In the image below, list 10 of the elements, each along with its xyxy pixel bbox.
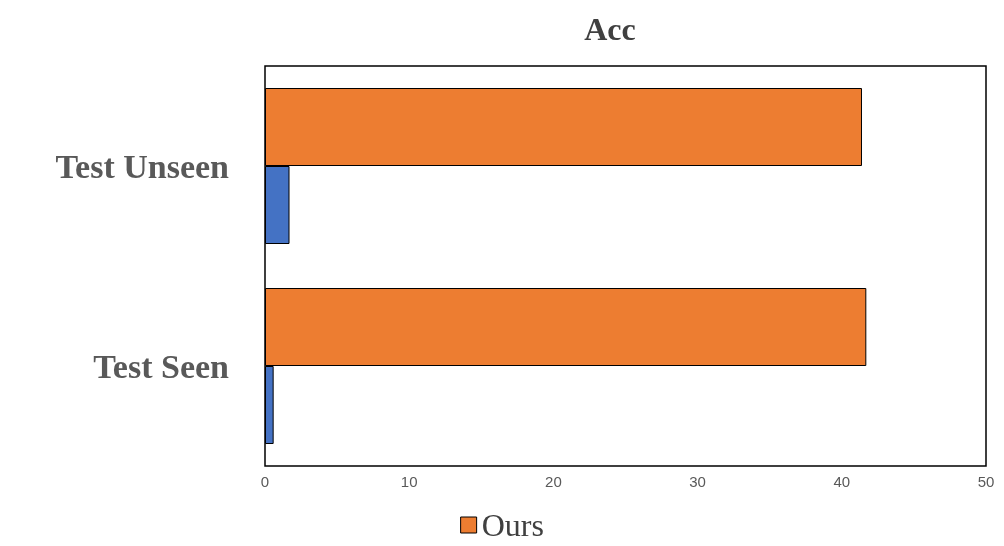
y-tick-label: Test Seen [93, 347, 230, 385]
x-tick-label: 50 [977, 473, 995, 490]
x-tick-label: 20 [545, 473, 562, 490]
y-tick-label: Test Unseen [55, 147, 230, 185]
x-tick-label: 10 [400, 473, 418, 490]
x-tick-label: 30 [689, 473, 706, 490]
chart-title: Acc [584, 11, 636, 47]
x-tick-label: 40 [833, 473, 851, 490]
legend-label: Ours [481, 507, 544, 543]
x-tick-label: 0 [260, 473, 270, 490]
